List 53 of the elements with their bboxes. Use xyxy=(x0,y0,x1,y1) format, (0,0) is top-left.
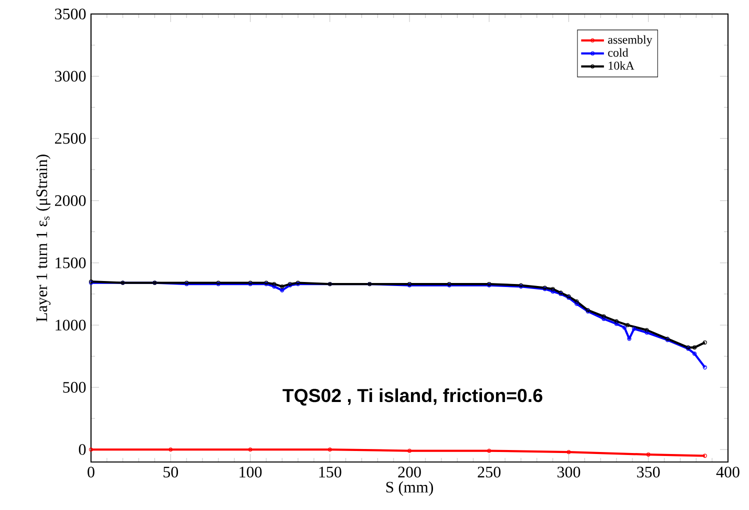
y-axis-title: Layer 1 turn 1 ε$_{s}$ (μStrain) xyxy=(36,154,50,322)
point xyxy=(272,282,276,286)
point xyxy=(280,288,284,292)
point xyxy=(248,447,252,452)
point xyxy=(280,284,284,289)
point xyxy=(614,319,619,324)
x-tick-label: 350 xyxy=(637,466,660,478)
y-tick-label: 1500 xyxy=(56,257,86,268)
x-tick-label: 250 xyxy=(478,466,501,478)
legend-label: 10kA xyxy=(608,61,634,70)
point xyxy=(626,323,630,328)
x-tick-label: 150 xyxy=(319,466,342,478)
point xyxy=(602,316,606,321)
point xyxy=(632,326,636,331)
point xyxy=(692,345,697,350)
point xyxy=(702,365,707,370)
x-tick-label: 200 xyxy=(398,466,421,478)
y-tick-label: 2500 xyxy=(55,133,86,144)
y-tick-label: 0 xyxy=(78,444,86,455)
x-tick-label: 300 xyxy=(558,466,580,478)
y-tick-label: 2000 xyxy=(55,195,86,206)
point xyxy=(574,302,579,306)
point xyxy=(272,284,276,289)
point xyxy=(692,352,697,356)
point xyxy=(574,299,579,304)
point xyxy=(407,448,412,453)
legend-label: cold xyxy=(608,48,628,57)
point xyxy=(328,447,332,452)
y-tick-label: 500 xyxy=(63,382,86,393)
point xyxy=(622,326,627,330)
annotation: TQS02 , Ti island, friction=0.6 xyxy=(282,388,542,406)
y-tick-label: 3000 xyxy=(55,70,86,82)
x-tick-label: 0 xyxy=(88,466,94,478)
point xyxy=(550,289,555,294)
x-axis-title: S (mm) xyxy=(386,481,434,496)
point xyxy=(602,314,606,318)
point xyxy=(614,322,619,326)
x-tick-label: 100 xyxy=(240,466,262,478)
point xyxy=(644,330,649,335)
point xyxy=(550,286,555,292)
point xyxy=(566,450,571,454)
point xyxy=(646,452,650,457)
legend-label: assembly xyxy=(608,35,652,46)
point xyxy=(644,328,649,332)
y-tick-label: 1000 xyxy=(56,320,86,330)
point xyxy=(702,454,707,458)
point xyxy=(168,447,173,452)
x-tick-label: 400 xyxy=(716,466,740,478)
point xyxy=(702,340,707,345)
point xyxy=(88,447,94,452)
point xyxy=(487,448,492,453)
y-tick-label: 3500 xyxy=(55,8,86,20)
x-tick-label: 50 xyxy=(164,466,178,478)
